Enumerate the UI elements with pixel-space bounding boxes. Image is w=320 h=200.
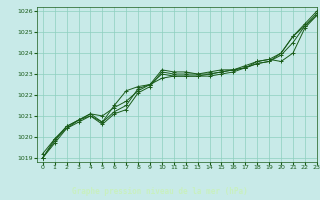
Text: Graphe pression niveau de la mer (hPa): Graphe pression niveau de la mer (hPa) [72, 187, 248, 196]
